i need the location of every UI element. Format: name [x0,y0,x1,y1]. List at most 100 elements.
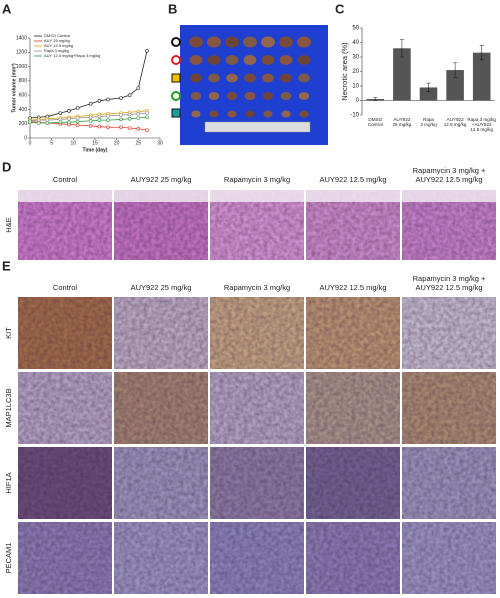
point [75,116,80,120]
tumor [279,55,293,65]
y-tick-label: 1400 [16,35,27,41]
y-tick-label: 20 [352,69,359,75]
micrograph-texture [114,297,208,369]
legend-entry: DMSO Control [44,33,70,38]
micrograph-texture [306,447,400,519]
point [45,121,50,125]
tumor [227,110,237,118]
x-tick-label: DMSO [368,117,382,122]
micrograph-texture [306,297,400,369]
point [119,113,123,117]
tumor [208,92,220,100]
point [97,124,102,129]
tissue-top [210,190,304,202]
tumor [226,73,238,83]
point [136,126,141,131]
micrograph-texture [114,522,208,594]
point [75,119,80,124]
tumor [207,55,221,65]
column-header: AUY922 25 mg/kg [131,283,192,292]
tumor [262,73,274,83]
point [75,123,80,127]
row-label: MAP1LC3B [4,388,13,427]
tumor [226,92,238,100]
micrograph-texture [306,522,400,594]
tumor [208,73,220,83]
bar [446,70,464,101]
micrograph-texture [402,297,496,369]
point [28,120,32,125]
x-tick-label: Rapa 3 mg/kg [467,117,496,122]
point [67,120,71,125]
y-tick-label: 800 [19,78,28,84]
x-tick-label: 10 [71,140,77,146]
micrograph-texture [402,447,496,519]
x-tick-label: 3 mg/kg [420,122,437,127]
tumor [298,92,310,100]
micrograph-texture [18,447,112,519]
micrograph-texture [18,372,112,444]
tumor [243,36,257,48]
point [106,125,110,130]
tumor [189,55,203,65]
micrograph-texture [402,522,496,594]
x-tick-label: 12.5 mg/kg [444,122,467,127]
column-header: AUY922 12.5 mg/kg [319,175,386,184]
point [136,111,141,116]
tumor [209,110,219,118]
error-bar [479,45,484,61]
y-tick-label: 0 [24,135,27,141]
point [106,118,110,122]
point [67,116,71,121]
point [127,126,132,130]
panel-label: E [2,258,11,273]
point [36,118,41,122]
tumor [281,110,291,118]
tumor [245,110,255,118]
x-tick-label: 15 [92,140,98,146]
point [136,86,141,90]
tumor-photo [171,25,328,145]
y-tick-label: 1200 [16,50,27,56]
tumor [190,92,202,100]
tumor [189,36,203,48]
micrograph-texture [210,522,304,594]
point [88,124,93,128]
tumor [261,36,275,48]
micrograph-texture [210,372,304,444]
point [127,112,132,117]
tumor [297,36,311,48]
tumor [262,92,274,100]
point [58,120,63,125]
column-header: AUY922 12.5 mg/kg [415,283,482,292]
micrograph-texture [114,372,208,444]
column-header: Control [53,283,78,292]
tumor [243,55,257,65]
tumor [191,110,201,118]
y-tick-label: 600 [19,92,28,98]
y-tick-label: 0 [356,98,360,104]
y-tick-label: 30 [352,55,359,61]
tumor [263,110,273,118]
column-header: AUY922 12.5 mg/kg [319,283,386,292]
point [97,99,102,103]
point [97,114,102,119]
column-header: Rapamycin 3 mg/kg [224,175,290,184]
point [127,93,132,97]
panel-label: A [2,1,12,16]
tumor [280,92,292,100]
point [119,96,123,100]
x-axis-label: Time (day) [83,147,108,153]
y-axis-label: Tumor volume (mm³) [11,63,17,113]
tumor [297,55,311,65]
point [145,49,149,53]
x-tick-label: 30 [157,140,163,146]
point [136,116,141,120]
tumor [207,36,221,48]
tumor [244,92,256,100]
row-label: PECAM1 [4,543,13,574]
y-tick-label: 40 [352,40,359,46]
bar [393,48,411,101]
micrograph-texture [18,297,112,369]
bar [472,52,491,101]
